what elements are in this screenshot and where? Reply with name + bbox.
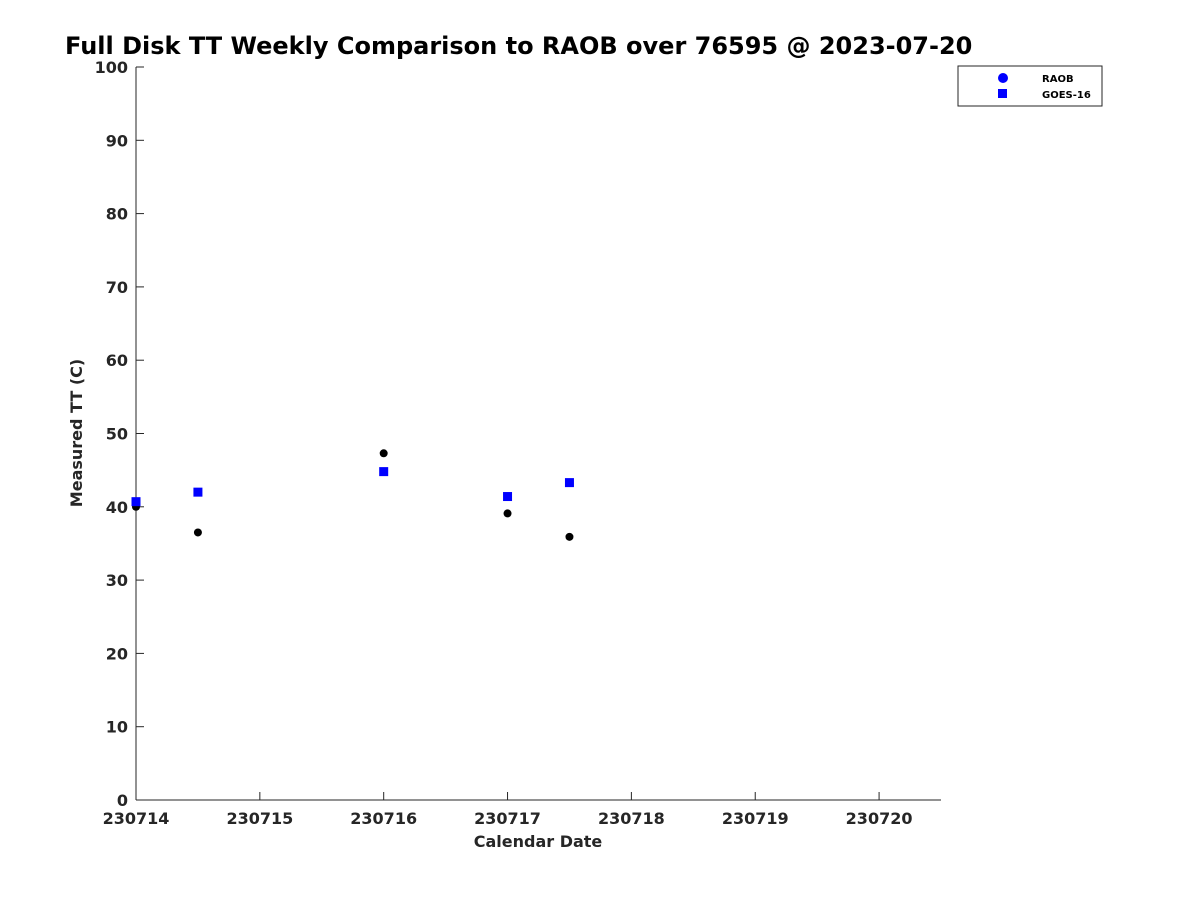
legend: RAOB GOES-16 [957, 65, 1103, 107]
x-tick-label: 230716 [350, 809, 417, 828]
y-tick-label: 30 [106, 571, 128, 590]
x-tick-label: 230719 [722, 809, 789, 828]
data-points [131, 449, 574, 541]
y-tick-label: 50 [106, 425, 128, 444]
x-tick-label: 230714 [103, 809, 170, 828]
point-goes-16 [564, 478, 574, 488]
point-goes-16 [379, 467, 389, 477]
y-tick-label: 10 [106, 718, 128, 737]
point-raob [379, 449, 388, 458]
point-raob [193, 528, 202, 537]
legend-label-goes: GOES-16 [1042, 90, 1091, 101]
point-raob [503, 509, 512, 518]
y-tick-label: 60 [106, 351, 128, 370]
point-goes-16 [503, 492, 513, 502]
x-tick-label: 230718 [598, 809, 665, 828]
x-tick-label: 230717 [474, 809, 541, 828]
point-goes-16 [193, 487, 203, 497]
axes [135, 67, 941, 801]
y-tick-label: 70 [106, 278, 128, 297]
y-tick-label: 40 [106, 498, 128, 517]
y-tick-label: 90 [106, 131, 128, 150]
y-tick-label: 0 [117, 791, 128, 810]
legend-marker-goes [998, 89, 1007, 98]
legend-marker-raob [998, 73, 1008, 83]
y-tick-label: 20 [106, 644, 128, 663]
chart-title: Full Disk TT Weekly Comparison to RAOB o… [65, 32, 972, 60]
x-tick-label: 230720 [846, 809, 913, 828]
legend-label-raob: RAOB [1042, 74, 1074, 85]
point-goes-16 [131, 497, 141, 507]
y-axis-label: Measured TT (C) [67, 359, 86, 507]
x-axis-label: Calendar Date [474, 832, 603, 851]
y-axis-ticks: 0 10 20 30 40 50 60 70 80 90 100 [95, 58, 144, 810]
point-raob [565, 532, 574, 541]
y-tick-label: 100 [95, 58, 128, 77]
legend-box [957, 65, 1103, 107]
y-tick-label: 80 [106, 205, 128, 224]
x-tick-label: 230715 [226, 809, 293, 828]
x-axis-ticks: 230714 230715 230716 230717 230718 230719 2307… [103, 792, 913, 828]
